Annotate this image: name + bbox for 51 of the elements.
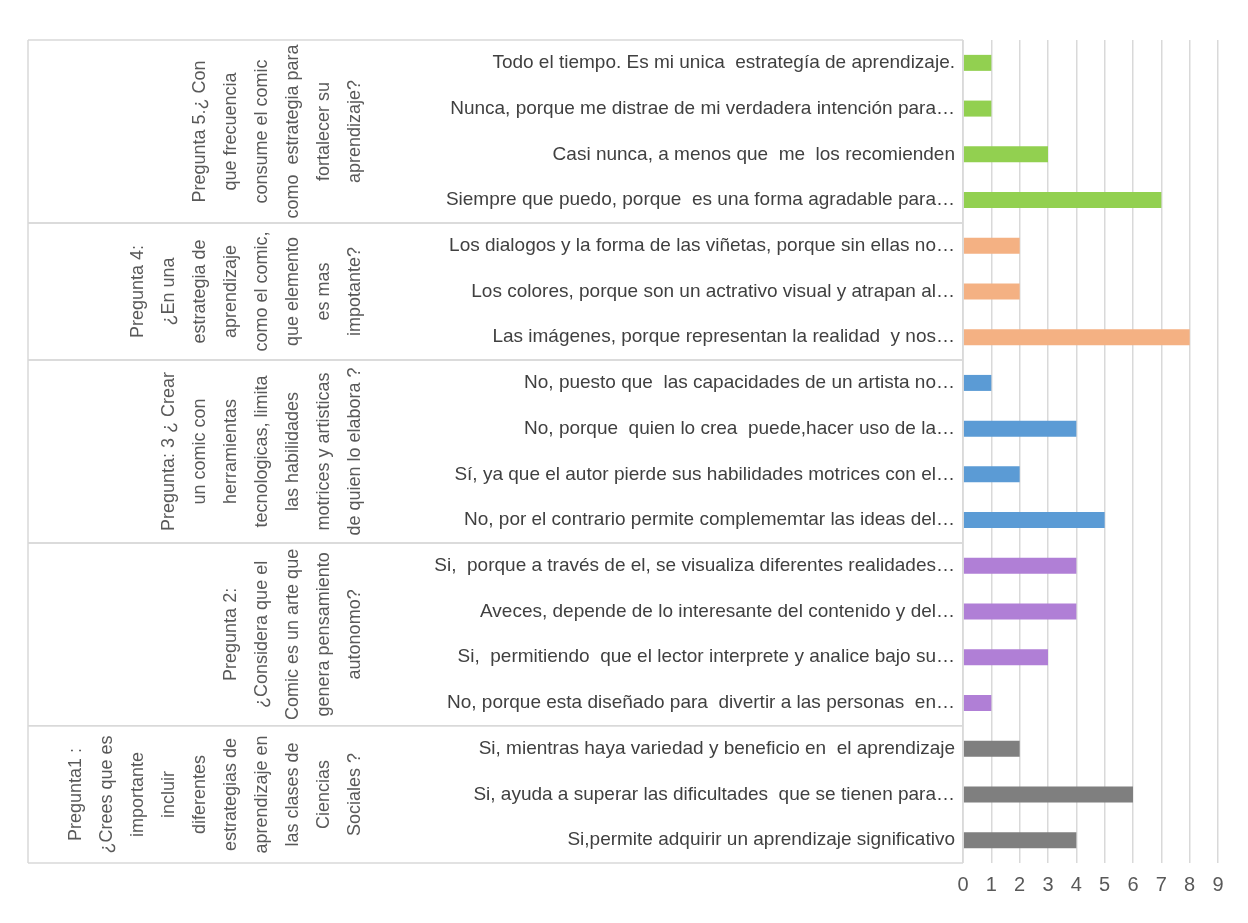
text: Pregunta 2: ¿Considera que el Comic es un arte que genera pensamiento autonomo?: [220, 548, 364, 720]
text: Pregunta1 : ¿Crees que es importante incluir diferentes estrategias de aprendizaje en las clases de Ciencias Sociales ?: [65, 735, 364, 854]
x-tick-label: 1: [985, 872, 997, 895]
y-tick-label: No, porque esta diseñado para divertir a las personas en…: [446, 691, 955, 713]
text: Pregunta 5.¿ Con que frecuencia consume el comic como estrategia para fortalecer su aprendizaje?: [189, 43, 364, 219]
y-tick-label: Casi nunca, a menos que me los recomienden: [552, 142, 955, 164]
bar: [963, 603, 1077, 620]
bar: [963, 649, 1048, 666]
x-tick-label: 0: [957, 872, 969, 895]
x-tick-label: 2: [1014, 872, 1026, 895]
bar: [963, 146, 1048, 163]
y-tick-label: No, porque quien lo crea puede,hacer uso de la…: [524, 416, 955, 438]
bar: [963, 420, 1077, 437]
y-tick-label: Aveces, depende de lo interesante del contenido y del…: [480, 599, 955, 621]
y-tick-label: Los colores, porque son un actrativo visual y atrapan al…: [471, 279, 955, 301]
text: Pregunta 4: ¿En una estrategia de aprendizaje como el comic, que elemento es mas impotante?: [127, 231, 364, 352]
bar: [963, 54, 992, 71]
x-tick-label: 3: [1042, 872, 1054, 895]
y-tick-label: Si,permite adquirir un aprendizaje significativo: [567, 828, 955, 850]
y-tick-label: Si, porque a través de el, se visualiza diferentes realidades…: [434, 554, 955, 576]
y-tick-label: Si, ayuda a superar las dificultades que se tienen para…: [473, 782, 955, 804]
y-tick-label: Sí, ya que el autor pierde sus habilidades motrices con el…: [454, 462, 955, 484]
x-tick-label: 6: [1127, 872, 1139, 895]
bar: [963, 100, 992, 117]
x-tick-label: 5: [1099, 872, 1111, 895]
bar: [963, 832, 1077, 849]
bar: [963, 740, 1020, 757]
bar: [963, 237, 1020, 254]
bar: [963, 374, 992, 391]
y-tick-label: Si, mientras haya variedad y beneficio en el aprendizaje: [478, 736, 955, 758]
y-tick-label: No, por el contrario permite complememtar las ideas del…: [463, 508, 955, 530]
y-tick-label: Si, permitiendo que el lector interprete y analice bajo su…: [457, 645, 955, 667]
y-tick-label: No, puesto que las capacidades de un artista no…: [524, 371, 955, 393]
bar: [963, 786, 1133, 803]
x-tick-label: 4: [1070, 872, 1082, 895]
bar: [963, 466, 1020, 483]
y-tick-label: Todo el tiempo. Es mi unica estrategía de aprendizaje.: [492, 51, 955, 73]
y-tick-label: Las imágenes, porque representan la realidad y nos…: [492, 325, 955, 347]
text: Pregunta: 3 ¿ Crear un comic con herramientas tecnologicas, limita las habilidades motrices y artisticas de quien lo elabora ?: [158, 367, 364, 536]
bar: [963, 694, 992, 711]
y-tick-label: Nunca, porque me distrae de mi verdadera intención para…: [450, 96, 955, 118]
y-tick-label: Los dialogos y la forma de las viñetas, porque sin ellas no…: [449, 233, 955, 255]
bar: [963, 512, 1105, 529]
bar: [963, 329, 1190, 346]
x-tick-label: 9: [1212, 872, 1224, 895]
bar: [963, 192, 1162, 209]
bar: [963, 283, 1020, 300]
bar: [963, 557, 1077, 574]
y-tick-label: Siempre que puedo, porque es una forma agradable para…: [445, 188, 955, 210]
x-tick-label: 8: [1184, 872, 1196, 895]
x-tick-label: 7: [1155, 872, 1167, 895]
